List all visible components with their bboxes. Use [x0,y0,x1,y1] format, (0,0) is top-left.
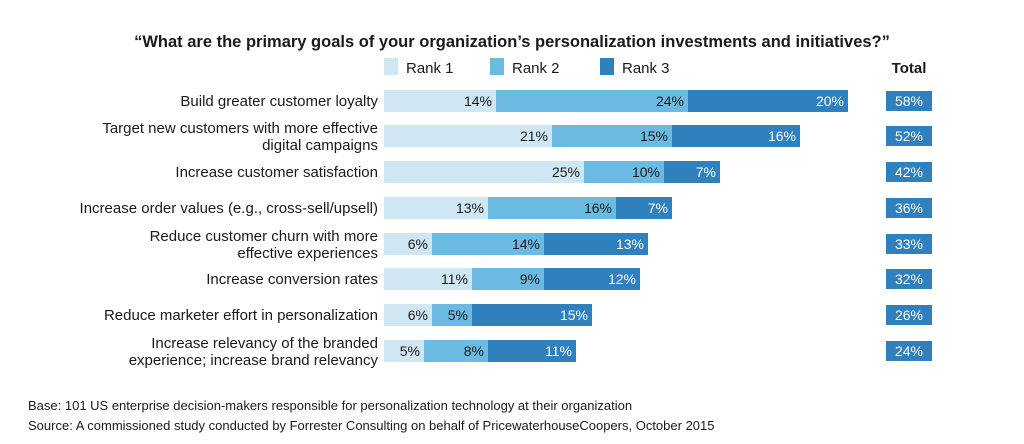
category-label: Target new customers with more effective… [102,120,378,154]
total-label: 36% [895,200,923,216]
bar-segment-rank-1 [384,125,552,147]
category-label-line: effective experiences [237,245,378,262]
total-badge [886,234,932,254]
total-badge [886,91,932,111]
data-label-rank-1: 6% [408,236,428,252]
source-note: Source: A commissioned study conducted b… [28,418,715,433]
total-label: 26% [895,307,923,323]
data-label-rank-2: 10% [632,164,660,180]
data-label-rank-1: 25% [552,164,580,180]
bar-segment-rank-2 [432,304,472,326]
bar-segment-rank-1 [384,197,488,219]
total-label: 32% [895,271,923,287]
base-note: Base: 101 US enterprise decision-makers … [28,398,633,413]
legend-swatch-rank-3 [600,58,614,75]
legend-swatch-rank-2 [490,58,504,75]
bar-segment-rank-2 [432,233,544,255]
data-label-rank-1: 14% [464,93,492,109]
data-label-rank-1: 11% [441,271,468,287]
bar-segment-rank-1 [384,90,496,112]
bar-segment-rank-3 [488,340,576,362]
bar-segment-rank-3 [664,161,720,183]
category-label: Increase customer satisfaction [175,164,378,181]
category-label: Reduce marketer effort in personalizatio… [104,307,378,324]
category-label: Reduce customer churn with more effective… [150,228,378,262]
total-label: 24% [895,343,923,359]
total-badge [886,269,932,289]
category-label-line: Increase relevancy of the branded [151,335,378,352]
category-label: Increase order values (e.g., cross-sell/… [80,200,378,217]
total-badge [886,341,932,361]
legend: Rank 1 Rank 2 Rank 3 [384,58,670,77]
bar-segment-rank-2 [488,197,616,219]
totals-header: Total [892,60,927,77]
bar-segment-rank-2 [584,161,664,183]
bar-segment-rank-2 [496,90,688,112]
category-label-line: Reduce customer churn with more [150,228,378,245]
total-label: 33% [895,236,923,252]
bar-segment-rank-2 [472,268,544,290]
data-label-rank-2: 16% [584,200,612,216]
data-label-rank-3: 12% [608,271,636,287]
bars-group: Build greater customer loyalty 14% 24% 20% 5… [80,90,932,369]
bar-segment-rank-1 [384,268,472,290]
category-label-line: experience; increase brand relevancy [129,352,379,369]
bar-segment-rank-3 [544,268,640,290]
data-label-rank-3: 7% [696,164,716,180]
total-label: 58% [895,93,923,109]
data-label-rank-1: 21% [520,128,548,144]
bar-segment-rank-1 [384,304,432,326]
data-label-rank-2: 9% [520,271,540,287]
bar-segment-rank-1 [384,233,432,255]
data-label-rank-1: 5% [400,343,420,359]
bar-segment-rank-2 [424,340,488,362]
bar-segment-rank-1 [384,340,424,362]
bar-segment-rank-3 [544,233,648,255]
data-label-rank-2: 8% [464,343,484,359]
data-label-rank-1: 6% [408,307,428,323]
total-badge [886,126,932,146]
data-label-rank-2: 24% [656,93,684,109]
bar-segment-rank-3 [616,197,672,219]
total-label: 52% [895,128,923,144]
bar-segment-rank-2 [552,125,672,147]
chart-title: “What are the primary goals of your orga… [134,33,890,51]
data-label-rank-3: 15% [560,307,588,323]
legend-swatch-rank-1 [384,58,398,75]
category-label-line: digital campaigns [262,137,378,154]
bar-segment-rank-3 [472,304,592,326]
legend-label-rank-1: Rank 1 [406,60,454,77]
data-label-rank-3: 7% [648,200,668,216]
data-label-rank-1: 13% [456,200,484,216]
legend-label-rank-2: Rank 2 [512,60,560,77]
category-label-line: Target new customers with more effective [102,120,378,137]
data-label-rank-3: 11% [545,343,572,359]
data-label-rank-3: 13% [616,236,644,252]
category-label: Increase relevancy of the branded experie… [129,335,379,369]
data-label-rank-2: 5% [448,307,468,323]
total-badge [886,162,932,182]
total-label: 42% [895,164,923,180]
legend-label-rank-3: Rank 3 [622,60,670,77]
total-badge [886,198,932,218]
data-label-rank-3: 16% [768,128,796,144]
bar-segment-rank-3 [688,90,848,112]
category-label: Increase conversion rates [206,271,378,288]
bar-segment-rank-1 [384,161,584,183]
data-label-rank-3: 20% [816,93,844,109]
category-label: Build greater customer loyalty [180,93,378,110]
bar-segment-rank-3 [672,125,800,147]
total-badge [886,305,932,325]
data-label-rank-2: 14% [512,236,540,252]
data-label-rank-2: 15% [640,128,668,144]
